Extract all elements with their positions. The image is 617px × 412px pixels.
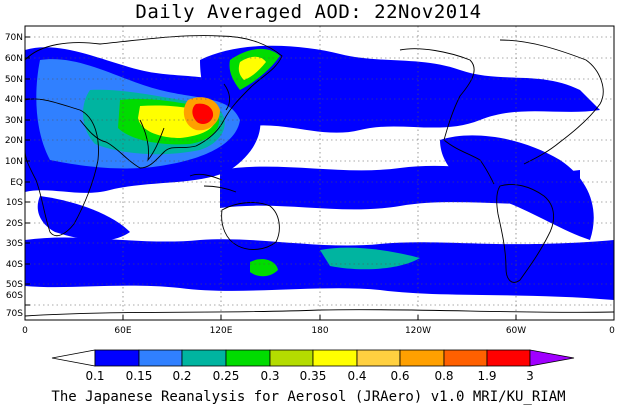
lon-label: 0 [22,326,28,336]
aod-patch-southern-ocean [25,237,614,300]
lat-label: EQ [10,178,23,188]
lon-label: 60E [114,326,131,336]
coastline-south-america [496,184,554,283]
aod-patch-north-pacific [200,45,600,133]
colorbar-swatch [138,349,183,367]
coastline-indonesia [189,173,237,193]
lon-label: 0 [609,326,615,336]
colorbar-label: 0.6 [390,369,409,383]
lat-label: 60S [6,291,23,301]
lon-labels: 0 60E 120E 180 120W 60W 0 [22,326,615,336]
lat-label: 30S [6,239,23,249]
lat-label: 10N [5,157,23,167]
colorbar-swatch [225,349,271,367]
colorbar-label: 3 [526,369,534,383]
lat-label: 50N [5,75,23,85]
colorbar-label: 0.3 [260,369,279,383]
lon-label: 120W [405,326,431,336]
lat-label: 30N [5,116,23,126]
lat-label: 20N [5,136,23,146]
coastline-eurasia [25,35,283,169]
lon-label: 120E [210,326,233,336]
colorbar-label: 0.8 [434,369,453,383]
footer-credit: The Japanese Reanalysis for Aerosol (JRA… [51,389,566,405]
colorbar-swatch [94,349,140,367]
lat-labels: 70N 60N 50N 40N 30N 20N 10N EQ 10S 20S 3… [5,33,23,319]
colorbar-swatch [443,349,488,367]
aod-patch-south-atlantic [37,196,131,241]
lon-label: 60W [506,326,526,336]
coastline-australia [221,202,280,250]
coastline-africa [25,98,99,237]
colorbar-label: 0.15 [126,369,153,383]
gridlines [25,26,614,320]
colorbar-low-end [51,349,96,367]
lat-label: 40S [6,260,23,270]
lat-label: 50S [6,280,23,290]
aod-field [25,45,614,300]
colorbar [51,349,575,367]
colorbar-label: 0.4 [347,369,366,383]
colorbar-swatch [399,349,445,367]
aod-patch-hotspot-red [192,103,214,124]
lat-label: 70S [6,309,23,319]
lat-label: 10S [6,198,23,208]
colorbar-label: 0.1 [85,369,104,383]
colorbar-swatch [181,349,227,367]
colorbar-label: 0.25 [213,369,240,383]
lon-label: 180 [311,326,328,336]
coastline-north-america [399,48,495,185]
lat-label: 40N [5,95,23,105]
colorbar-label: 0.35 [300,369,327,383]
map-title: Daily Averaged AOD: 22Nov2014 [135,1,482,23]
colorbar-swatch [486,349,531,367]
colorbar-high-end [529,349,575,367]
aod-patch-plume-yellow [238,56,266,80]
lat-label: 70N [5,33,23,43]
colorbar-swatch [269,349,314,367]
aod-patch-south-green [250,259,278,277]
coastline-japan [223,83,231,111]
colorbar-label: 0.2 [172,369,191,383]
colorbar-label: 1.9 [477,369,496,383]
colorbar-swatch [312,349,358,367]
lat-label: 20S [6,219,23,229]
coastline-india [139,119,165,162]
colorbar-labels: 0.1 0.15 0.2 0.25 0.3 0.35 0.4 0.6 0.8 1… [85,369,533,383]
coastline-north-america-east [499,39,604,165]
lat-label: 60N [5,54,23,64]
tick-marks [25,36,517,320]
aod-patch-east-pacific [440,135,594,240]
colorbar-swatch [356,349,401,367]
